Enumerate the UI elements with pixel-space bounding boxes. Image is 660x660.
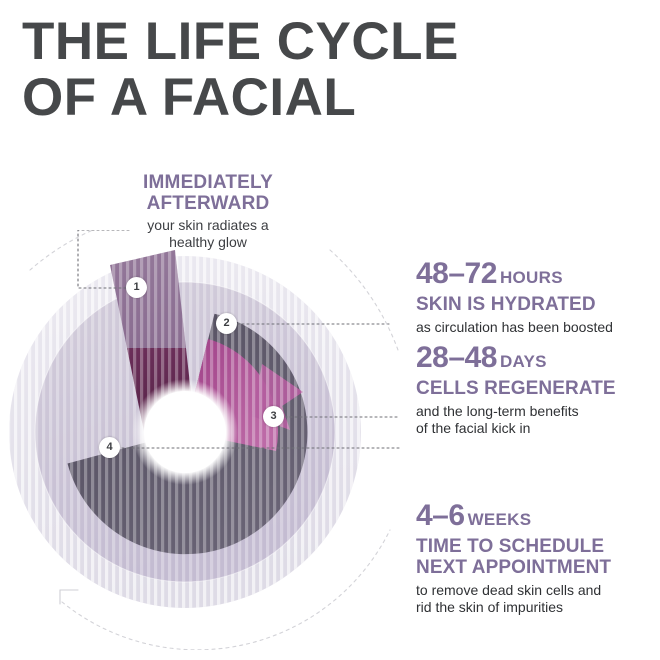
guide-arc-right — [329, 249, 399, 351]
facial-lifecycle-donut-chart — [0, 230, 400, 650]
guide-arc-bottom — [61, 529, 391, 650]
callout-4-duration-unit: WEEKS — [467, 510, 532, 529]
callout-1-kicker-line-1: IMMEDIATELY — [143, 172, 273, 193]
callout-3-duration: 28–48 DAYS — [416, 342, 656, 378]
callout-1-kicker-line-2: AFTERWARD — [146, 193, 270, 214]
callout-3-duration-value: 28–48 — [416, 341, 497, 374]
donut-center-hole — [132, 379, 238, 485]
donut-chart-svg — [9, 230, 400, 650]
page-title: THE LIFE CYCLE OF A FACIAL — [22, 14, 642, 126]
callout-step-3: 28–48 DAYS CELLS REGENERATE and the long-… — [416, 342, 656, 437]
chart-badge-2[interactable]: 2 — [216, 313, 237, 334]
callout-4-duration-value: 4–6 — [416, 499, 465, 532]
callout-4-heading-line-1: TIME TO SCHEDULE — [416, 536, 605, 557]
callout-step-2: 48–72 HOURS SKIN IS HYDRATED as circulati… — [416, 258, 656, 336]
chart-badge-3[interactable]: 3 — [263, 406, 284, 427]
callout-4-body: to remove dead skin cells and rid the sk… — [416, 582, 656, 616]
callout-1-body: your skin radiates a healthy glow — [96, 217, 320, 251]
callout-3-body: and the long-term benefits of the facial… — [416, 403, 656, 437]
callout-3-heading: CELLS REGENERATE — [416, 378, 616, 399]
leader-line-1 — [77, 230, 137, 289]
callout-3-body-line-2: of the facial kick in — [416, 420, 531, 436]
page-title-line-1: THE LIFE CYCLE — [22, 12, 459, 71]
callout-3-duration-unit: DAYS — [499, 352, 547, 371]
callout-2-body: as circulation has been boosted — [416, 319, 656, 336]
callout-1-body-line-1: your skin radiates a — [147, 217, 269, 233]
callout-2-body-line-1: as circulation has been boosted — [416, 319, 613, 335]
callout-1-body-line-2: healthy glow — [169, 234, 247, 250]
callout-step-4: 4–6 WEEKS TIME TO SCHEDULE NEXT APPOINTME… — [416, 500, 656, 616]
callout-3-body-line-1: and the long-term benefits — [416, 403, 579, 419]
callout-2-duration: 48–72 HOURS — [416, 258, 656, 294]
callout-4-body-line-2: rid the skin of impurities — [416, 599, 564, 615]
callout-4-duration: 4–6 WEEKS — [416, 500, 656, 536]
callout-2-duration-unit: HOURS — [499, 268, 563, 287]
callout-2-heading: SKIN IS HYDRATED — [416, 294, 596, 315]
chart-badge-4[interactable]: 4 — [99, 437, 120, 458]
page-title-line-2: OF A FACIAL — [22, 68, 357, 127]
callout-step-1: IMMEDIATELY AFTERWARD your skin radiates… — [96, 172, 320, 251]
chart-badge-1[interactable]: 1 — [126, 277, 147, 298]
guide-arc-top — [29, 230, 95, 271]
callout-4-heading-line-2: NEXT APPOINTMENT — [416, 557, 612, 578]
leader-lines — [29, 230, 400, 650]
callout-4-body-line-1: to remove dead skin cells and — [416, 582, 602, 598]
callout-2-duration-value: 48–72 — [416, 257, 497, 290]
